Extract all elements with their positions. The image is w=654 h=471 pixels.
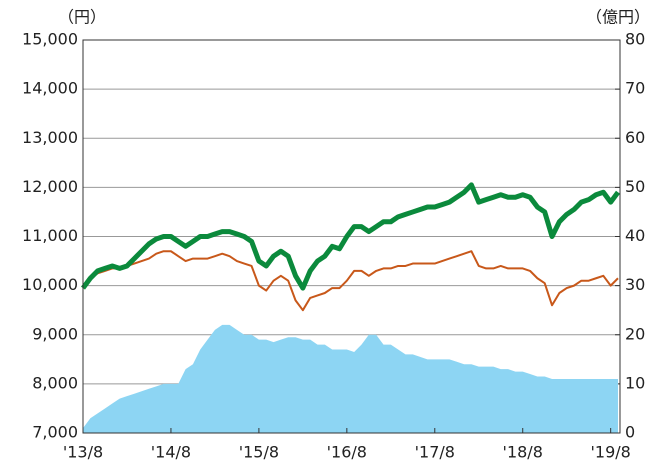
x-tick-label: '15/8 xyxy=(239,443,279,462)
x-tick-label: '14/8 xyxy=(151,443,191,462)
area xyxy=(83,324,618,433)
y-tick-label: 14,000 xyxy=(22,79,78,98)
x-tick-label: '17/8 xyxy=(415,443,455,462)
y-tick-label: 9,000 xyxy=(32,324,78,343)
y2-tick-label: 40 xyxy=(625,226,645,245)
line xyxy=(82,250,619,312)
y2-tick-label: 0 xyxy=(625,423,635,442)
y2-tick-label: 70 xyxy=(625,79,645,98)
y2-tick-label: 50 xyxy=(625,177,645,196)
line xyxy=(80,182,621,291)
y-tick-label: 10,000 xyxy=(22,275,78,294)
plot-frame xyxy=(82,39,621,434)
x-tick-label: '16/8 xyxy=(327,443,367,462)
y-tick-label: 8,000 xyxy=(32,373,78,392)
y-axis-label: （円） xyxy=(58,8,106,27)
y-tick-label: 12,000 xyxy=(22,177,78,196)
y2-tick-label: 30 xyxy=(625,275,645,294)
y2-tick-label: 10 xyxy=(625,373,645,392)
y-tick-label: 7,000 xyxy=(32,423,78,442)
y2-axis-label: （億円） xyxy=(586,8,650,27)
x-tick-label: '19/8 xyxy=(591,443,631,462)
x-tick-label: '13/8 xyxy=(63,443,103,462)
y-tick-label: 15,000 xyxy=(22,30,78,49)
y2-tick-label: 60 xyxy=(625,128,645,147)
x-tick-label: '18/8 xyxy=(503,443,543,462)
y2-tick-label: 80 xyxy=(625,30,645,49)
y2-tick-label: 20 xyxy=(625,324,645,343)
y-tick-label: 13,000 xyxy=(22,128,78,147)
y-tick-label: 11,000 xyxy=(22,226,78,245)
